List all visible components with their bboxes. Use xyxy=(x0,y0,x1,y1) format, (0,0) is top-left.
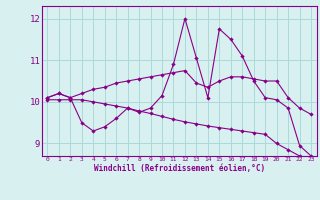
X-axis label: Windchill (Refroidissement éolien,°C): Windchill (Refroidissement éolien,°C) xyxy=(94,164,265,173)
